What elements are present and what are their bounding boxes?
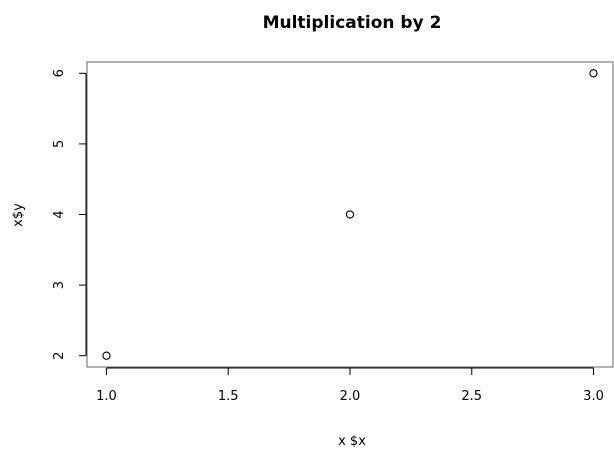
y-tick-label: 5 [52, 140, 67, 148]
y-axis: 2 3 4 5 6 [52, 69, 87, 360]
x-tick-label: 2.5 [461, 389, 482, 404]
x-tick-label: 1.0 [96, 389, 117, 404]
x-tick-label: 2.0 [340, 389, 361, 404]
data-points [102, 69, 598, 360]
x-axis: 1.0 1.5 2.0 2.5 3.0 [96, 367, 604, 404]
data-point [102, 351, 111, 360]
y-tick-label: 6 [52, 69, 67, 77]
data-point [345, 210, 355, 219]
y-tick-label: 4 [52, 210, 67, 218]
x-tick-label: 1.5 [218, 389, 239, 404]
data-point [589, 69, 598, 78]
plot-frame [86, 61, 614, 368]
y-tick-label: 2 [52, 352, 67, 360]
y-axis-label: x$y [11, 203, 26, 227]
chart-title: Multiplication by 2 [263, 13, 442, 33]
y-tick-label: 3 [52, 281, 67, 289]
x-tick-label: 3.0 [583, 389, 604, 404]
x-axis-label: x $x [338, 434, 366, 449]
